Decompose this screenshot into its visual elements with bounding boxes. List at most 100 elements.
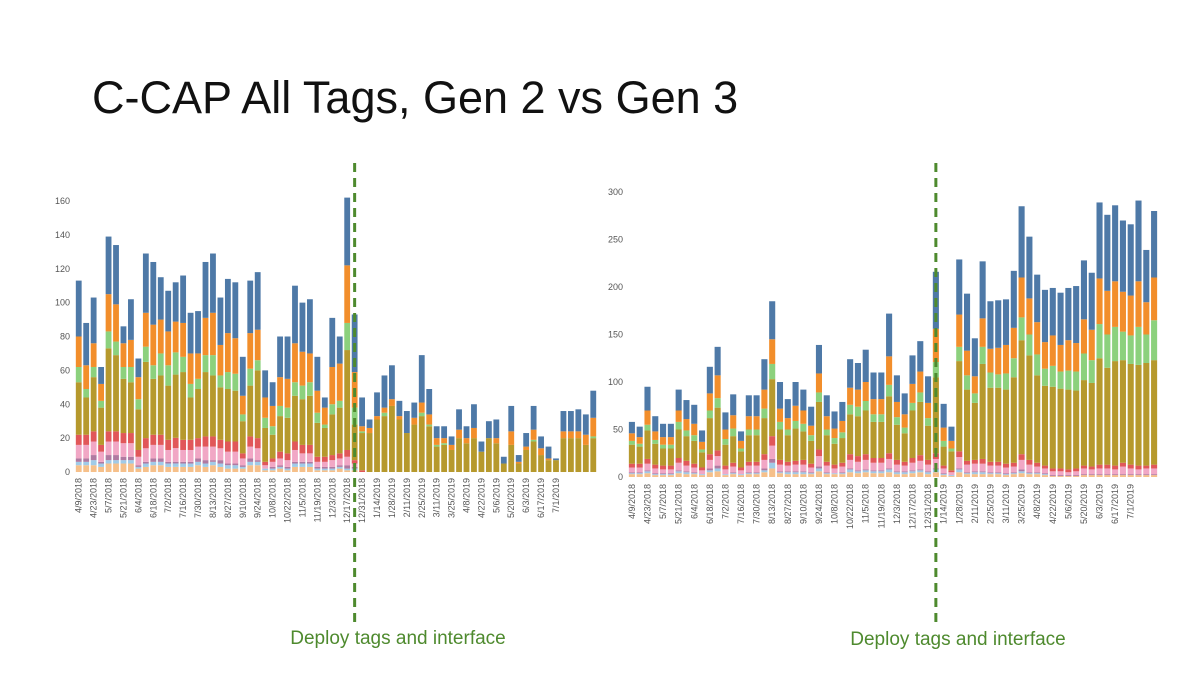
gen2-bar-segment-green-light xyxy=(98,400,105,408)
gen3-bar-segment-purple xyxy=(730,472,737,474)
gen3-bar-segment-peach xyxy=(987,474,994,477)
gen3-bar-segment-peach xyxy=(956,472,963,477)
gen3-x-tick-label: 7/1/2019 xyxy=(1126,484,1136,519)
gen3-bar-segment-peach xyxy=(792,474,799,477)
gen2-bar-segment-orange xyxy=(381,407,388,413)
gen2-bar-segment-olive xyxy=(582,444,589,472)
gen2-bar-segment-blue xyxy=(418,355,425,403)
gen3-bar-segment-olive xyxy=(823,435,830,462)
gen2-bar-segment-lightblue xyxy=(329,468,336,471)
gen3-bar-segment-red xyxy=(660,465,667,470)
gen2-bar-segment-blue xyxy=(441,426,448,439)
gen3-bar-segment-olive xyxy=(909,410,916,458)
gen3-bar-segment-blue xyxy=(979,261,986,319)
gen3-bar-segment-pink xyxy=(823,465,830,473)
gen3-bar-segment-olive xyxy=(628,444,635,464)
gen3-bar-segment-lightblue xyxy=(683,472,690,475)
gen2-x-tick-label: 11/19/2018 xyxy=(312,478,322,522)
gen3-bar-segment-purple xyxy=(854,470,861,472)
gen2-bar-segment-blue xyxy=(269,382,276,406)
gen3-bar-segment-peach xyxy=(761,472,768,477)
gen3-bar-segment-olive xyxy=(636,446,643,464)
gen2-bar-segment-orange xyxy=(545,458,552,461)
gen2-bar-segment-olive xyxy=(366,433,373,472)
gen2-bar-segment-olive xyxy=(165,385,172,440)
gen3-bar-segment-red xyxy=(745,461,752,466)
gen2-bar-segment-peach xyxy=(142,466,149,472)
gen3-bar-segment-olive xyxy=(901,433,908,462)
gen2-bar-segment-orange xyxy=(239,395,246,415)
deploy-annotation-gen3: Deploy tags and interface xyxy=(850,629,1066,650)
gen3-x-tick-label: 5/21/2018 xyxy=(674,484,684,524)
gen3-bar-segment-blue xyxy=(909,355,916,384)
gen3-bar-segment-red xyxy=(706,454,713,460)
gen3-bar-segment-lightblue xyxy=(636,473,643,475)
gen2-bar-segment-purple xyxy=(120,456,127,461)
gen2-bar-segment-olive xyxy=(351,424,358,461)
gen3-bar-segment-olive xyxy=(831,443,838,465)
gen3-bar-segment-green-light xyxy=(753,429,760,436)
gen3-bar-segment-olive xyxy=(1104,367,1111,465)
gen2-bar-segment-olive xyxy=(478,451,485,472)
gen2-bar-segment-olive xyxy=(523,449,530,472)
gen2-bar-segment-peach xyxy=(90,465,97,473)
gen2-bar-segment-orange xyxy=(321,407,328,425)
gen2-y-tick-label: 160 xyxy=(55,196,70,206)
gen2-bar-segment-lightblue xyxy=(247,461,254,466)
gen2-bar-segment-green-light xyxy=(284,407,291,418)
gen3-bar-segment-pink xyxy=(839,466,846,473)
gen2-bar-segment-olive xyxy=(306,395,313,445)
gen2-bar-segment-green-light xyxy=(269,426,276,435)
gen2-bar-segment-blue xyxy=(403,411,410,434)
gen2-bar-segment-olive xyxy=(269,434,276,459)
gen3-bar-segment-purple xyxy=(652,473,659,475)
gen2-bar-segment-purple xyxy=(75,458,82,462)
gen2-bar-segment-peach xyxy=(195,465,201,473)
gen3-y-tick-label: 100 xyxy=(608,377,623,387)
gen3-bar-segment-red xyxy=(1135,465,1142,470)
gen2-bar-segment-orange xyxy=(471,427,477,439)
gen2-bar-segment-red xyxy=(247,436,254,447)
gen3-bar-segment-peach xyxy=(1135,475,1142,477)
gen2-bar-segment-lightblue xyxy=(83,461,90,466)
gen2-bar-segment-green-light xyxy=(433,444,440,447)
gen3-bar-segment-orange xyxy=(1096,278,1103,325)
gen3-bar-segment-peach xyxy=(1104,475,1111,477)
gen3-x-tick-label: 10/8/2018 xyxy=(830,484,840,524)
gen3-bar-segment-purple xyxy=(1057,475,1064,477)
gen3-bar-segment-red xyxy=(823,461,830,466)
gen3-bar-segment-lightblue xyxy=(784,472,791,475)
gen3-bar-segment-blue xyxy=(886,313,893,357)
gen3-bar-segment-orange xyxy=(761,389,768,409)
gen2-bar-segment-pink xyxy=(344,456,351,466)
gen2-bar-segment-blue xyxy=(90,297,97,344)
gen2-bar-segment-pink xyxy=(210,446,216,461)
gen3-bar-segment-purple xyxy=(683,471,690,473)
gen2-bar-segment-olive xyxy=(336,407,343,454)
gen2-bar-segment-olive xyxy=(113,355,119,432)
gen2-bar-segment-pink xyxy=(254,448,261,461)
gen2-bar-segment-red xyxy=(329,455,336,461)
gen2-bar-segment-pink xyxy=(180,449,187,462)
gen2-x-tick-label: 8/27/2018 xyxy=(223,478,233,518)
gen2-bar-segment-orange xyxy=(232,338,239,374)
gen3-bar-segment-orange xyxy=(1065,340,1072,371)
gen2-bar-segment-lightblue xyxy=(239,466,246,469)
gen3-bar-segment-purple xyxy=(1143,474,1150,476)
gen2-bar-segment-green-light xyxy=(329,404,336,415)
gen2-bar-segment-peach xyxy=(277,468,283,472)
gen3-bar-segment-pink xyxy=(769,445,776,459)
gen3-bar-segment-lightblue xyxy=(675,471,682,474)
gen3-bar-segment-purple xyxy=(1127,474,1134,476)
gen3-x-tick-label: 8/27/2018 xyxy=(783,484,793,524)
gen2-bar-segment-olive xyxy=(232,390,239,442)
gen3-bar-segment-blue xyxy=(644,386,651,411)
gen3-bar-segment-olive xyxy=(948,451,955,471)
gen2-bar-segment-lightblue xyxy=(113,460,119,464)
gen2-x-tick-label: 2/25/2019 xyxy=(417,478,427,518)
gen2-bar-segment-red xyxy=(359,470,366,472)
gen2-bar-segment-peach xyxy=(202,466,209,472)
gen2-bar-segment-blue xyxy=(366,419,373,428)
gen2-bar-segment-peach xyxy=(187,466,194,472)
